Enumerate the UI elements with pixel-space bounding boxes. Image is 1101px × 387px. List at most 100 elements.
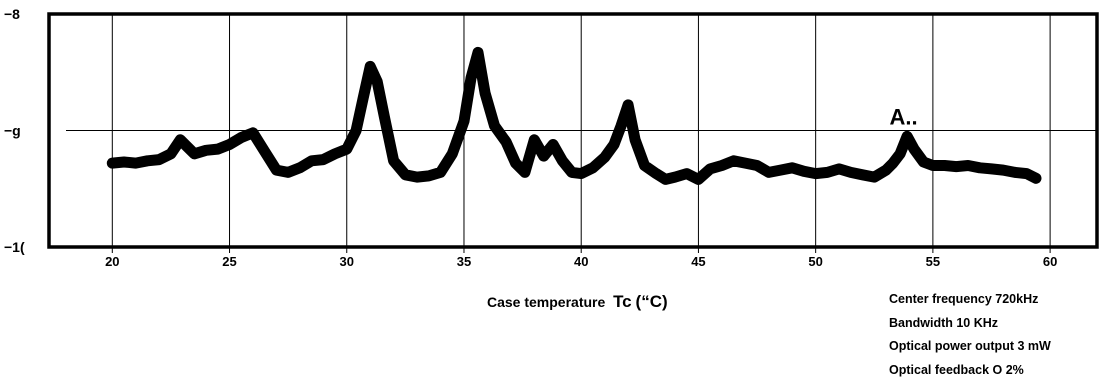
data-point <box>503 138 510 146</box>
data-point <box>437 169 444 176</box>
plot-frame <box>47 12 1099 249</box>
data-point <box>559 157 566 164</box>
data-point <box>1011 169 1019 176</box>
data-point <box>730 157 737 164</box>
data-point <box>521 169 529 176</box>
data-point <box>835 165 843 173</box>
data-point <box>742 159 749 167</box>
data-point <box>531 136 538 143</box>
data-point <box>941 162 948 169</box>
data-point <box>910 145 918 153</box>
data-point <box>156 156 163 163</box>
data-point <box>261 148 268 155</box>
grid-lines <box>66 14 1097 253</box>
data-point <box>467 74 475 82</box>
data-point <box>191 150 198 157</box>
conditions-notes: Center frequency 720kHz Bandwidth 10 KHz… <box>889 288 1051 382</box>
data-point <box>641 162 648 169</box>
data-point <box>617 122 625 129</box>
note-optical-power: Optical power output 3 mW <box>889 339 1051 353</box>
data-point <box>320 156 327 163</box>
x-tick-labels: 20 25 30 35 40 45 50 55 60 <box>105 254 1057 269</box>
data-point <box>753 162 761 169</box>
data-point <box>765 169 772 176</box>
data-point <box>360 94 367 102</box>
data-point <box>707 165 714 173</box>
annotation-layer: A.. <box>890 105 918 130</box>
data-point <box>1000 166 1007 174</box>
data-point <box>976 164 983 171</box>
y-tick-label: −8 <box>4 6 20 22</box>
data-point <box>920 158 927 166</box>
data-point <box>859 171 866 178</box>
data-point <box>177 136 184 143</box>
data-point <box>226 141 233 148</box>
x-tick-label: 50 <box>808 254 822 269</box>
x-axis-label-unit: (“C) <box>635 292 668 311</box>
x-axis-label-symbol: Tc <box>613 292 632 311</box>
data-point <box>988 165 995 173</box>
data-point <box>718 162 726 169</box>
data-point <box>512 159 519 167</box>
y-tick-label: −1( <box>4 239 25 255</box>
data-point <box>296 164 304 171</box>
data-point <box>624 101 632 109</box>
x-tick-label: 60 <box>1043 254 1057 269</box>
data-point <box>402 171 409 178</box>
data-point <box>249 129 257 136</box>
data-point <box>284 169 292 176</box>
data-point <box>214 145 221 153</box>
data-point <box>481 90 489 97</box>
data-point <box>460 118 468 125</box>
data-point <box>695 176 702 183</box>
note-center-frequency: Center frequency 720kHz <box>889 292 1039 306</box>
x-tick-label: 20 <box>105 254 119 269</box>
data-point <box>683 170 690 177</box>
x-axis-label: Case temperature Tc (“C) <box>487 292 668 312</box>
data-point <box>381 113 388 120</box>
data-point <box>882 166 890 174</box>
data-point <box>662 176 669 183</box>
data-point <box>824 169 831 176</box>
data-point <box>789 164 796 171</box>
data-point <box>390 157 397 164</box>
data-point <box>238 134 245 141</box>
data-point <box>413 173 421 181</box>
data-point <box>800 168 808 175</box>
data-point <box>273 166 280 174</box>
data-point <box>777 166 784 174</box>
data-point <box>896 150 904 157</box>
data-point <box>631 136 639 143</box>
x-tick-label: 55 <box>926 254 940 269</box>
data-point <box>671 173 679 181</box>
data-point <box>568 169 575 176</box>
data-point <box>202 147 210 154</box>
y-tick-labels: −8 −g −1( <box>4 6 25 255</box>
note-optical-feedback: Optical feedback O 2% <box>889 362 1024 377</box>
data-point <box>812 170 819 177</box>
data-point <box>184 143 191 150</box>
data-point <box>352 127 360 134</box>
data-point <box>549 141 557 148</box>
data-point <box>847 169 854 176</box>
data-point <box>331 150 339 157</box>
data-point <box>540 152 547 160</box>
data-point <box>953 163 960 170</box>
data-point <box>889 159 897 167</box>
y-tick-label: −g <box>4 123 21 139</box>
x-tick-label: 35 <box>457 254 471 269</box>
data-point <box>343 145 350 153</box>
data-point <box>167 150 175 157</box>
data-point <box>132 159 139 167</box>
data-point <box>308 157 315 164</box>
data-point <box>120 158 128 166</box>
x-tick-label: 30 <box>340 254 354 269</box>
data-point <box>449 150 456 157</box>
data-point <box>929 162 937 169</box>
data-point <box>491 122 498 129</box>
data-point <box>903 133 911 140</box>
data-point <box>871 173 878 181</box>
data-point <box>109 159 116 167</box>
data-point <box>425 172 432 180</box>
